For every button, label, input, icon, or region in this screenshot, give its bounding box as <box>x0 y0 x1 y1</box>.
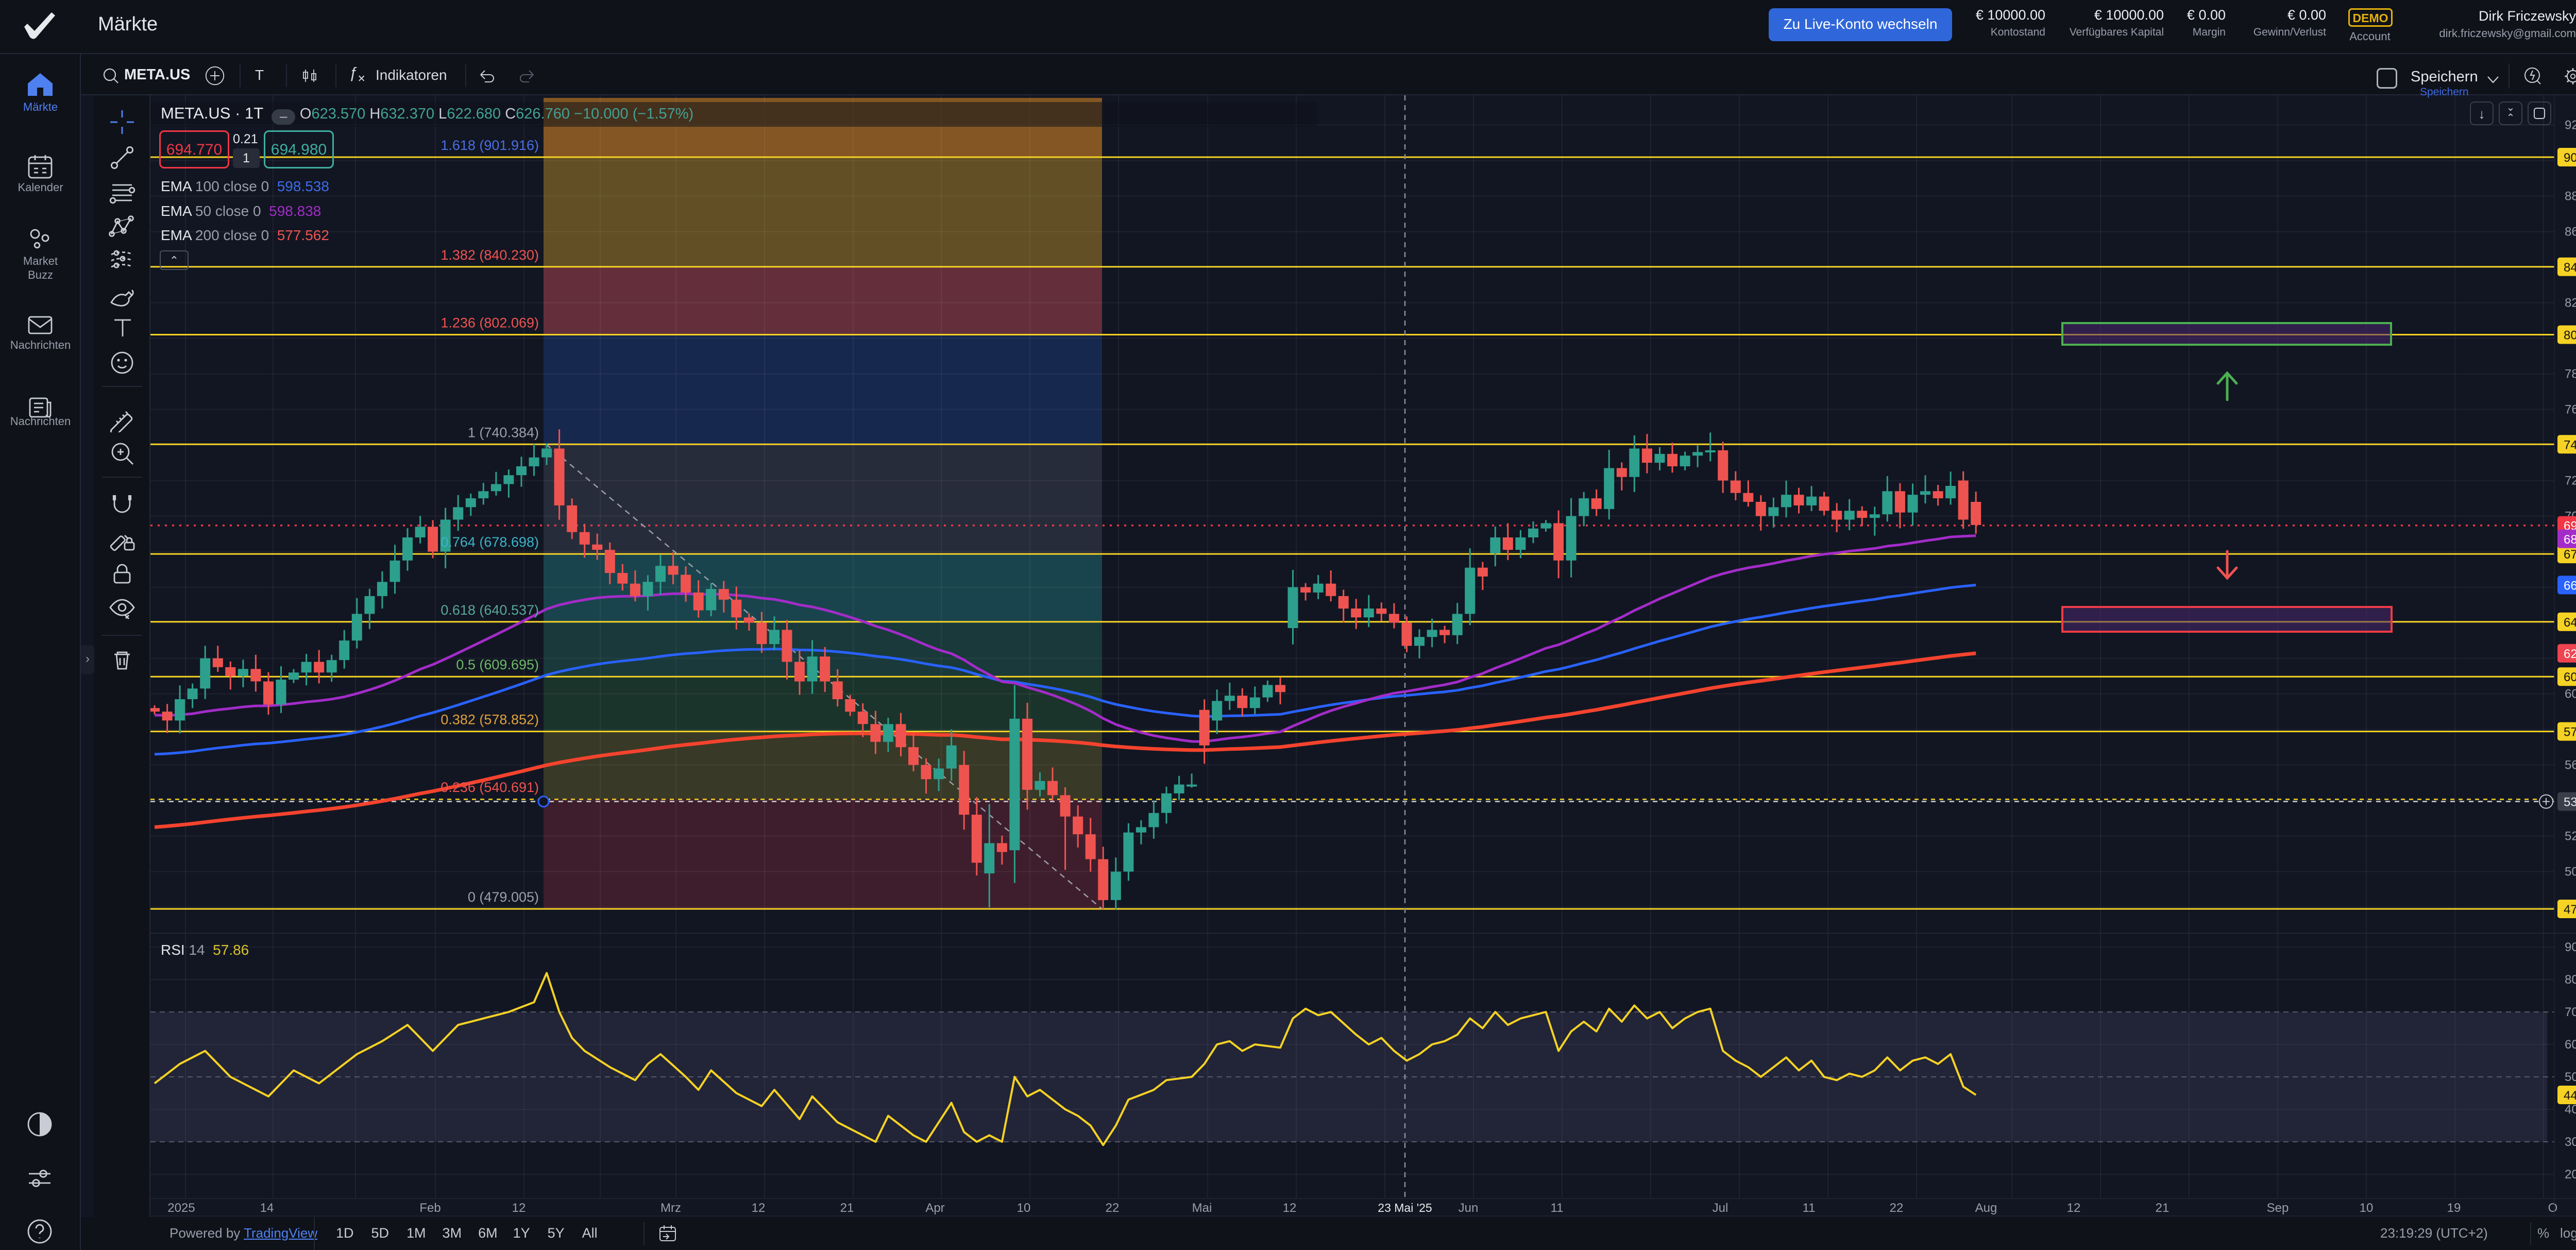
svg-text:2025: 2025 <box>167 1201 195 1215</box>
svg-text:10: 10 <box>1017 1201 1031 1215</box>
svg-text:920.000: 920.000 <box>2565 119 2576 132</box>
svg-text:678.698: 678.698 <box>2564 548 2576 562</box>
svg-text:1.382 (840.230): 1.382 (840.230) <box>440 247 539 263</box>
svg-text:Mai: Mai <box>1192 1201 1212 1215</box>
svg-text:10: 10 <box>2360 1201 2374 1215</box>
svg-text:479.005: 479.005 <box>2564 903 2576 917</box>
svg-text:22: 22 <box>1106 1201 1120 1215</box>
svg-text:901.916: 901.916 <box>2564 151 2576 165</box>
svg-text:O: O <box>2548 1201 2558 1215</box>
svg-text:20.00: 20.00 <box>2565 1168 2576 1181</box>
svg-text:22: 22 <box>1890 1201 1904 1215</box>
svg-text:600.000: 600.000 <box>2565 687 2576 701</box>
svg-text:880.000: 880.000 <box>2565 190 2576 204</box>
svg-text:Jun: Jun <box>1459 1201 1479 1215</box>
svg-text:11: 11 <box>1551 1201 1564 1215</box>
svg-text:0.618 (640.537): 0.618 (640.537) <box>440 602 539 618</box>
svg-text:500.000: 500.000 <box>2565 865 2576 879</box>
svg-text:1.618 (901.916): 1.618 (901.916) <box>440 138 539 153</box>
svg-text:44.45: 44.45 <box>2564 1089 2576 1103</box>
svg-text:0.764 (678.698): 0.764 (678.698) <box>440 534 539 550</box>
svg-text:21: 21 <box>840 1201 854 1215</box>
svg-text:11: 11 <box>1803 1201 1816 1215</box>
svg-text:50.00: 50.00 <box>2565 1070 2576 1084</box>
svg-text:80.00: 80.00 <box>2565 973 2576 987</box>
svg-text:1 (740.384): 1 (740.384) <box>468 425 539 440</box>
svg-text:640.537: 640.537 <box>2564 616 2576 630</box>
svg-text:0.5 (609.695): 0.5 (609.695) <box>456 657 539 672</box>
svg-text:Feb: Feb <box>419 1201 440 1215</box>
svg-text:560.000: 560.000 <box>2565 758 2576 772</box>
svg-text:622.822: 622.822 <box>2564 647 2576 661</box>
svg-text:0.236 (540.691): 0.236 (540.691) <box>440 780 539 795</box>
svg-text:820.000: 820.000 <box>2565 296 2576 310</box>
svg-text:539.427: 539.427 <box>2564 796 2576 809</box>
svg-text:760.000: 760.000 <box>2565 403 2576 417</box>
svg-text:30.00: 30.00 <box>2565 1135 2576 1149</box>
svg-text:21: 21 <box>2156 1201 2170 1215</box>
svg-text:12: 12 <box>1283 1201 1297 1215</box>
svg-text:0 (479.005): 0 (479.005) <box>468 889 539 905</box>
svg-text:14: 14 <box>260 1201 274 1215</box>
svg-text:12: 12 <box>2067 1201 2081 1215</box>
svg-text:60.00: 60.00 <box>2565 1038 2576 1052</box>
svg-text:Mrz: Mrz <box>660 1201 681 1215</box>
svg-text:40.00: 40.00 <box>2565 1103 2576 1117</box>
svg-text:802.069: 802.069 <box>2564 329 2576 343</box>
svg-text:Sep: Sep <box>2267 1201 2289 1215</box>
svg-text:0.382 (578.852): 0.382 (578.852) <box>440 712 539 728</box>
svg-text:70.00: 70.00 <box>2565 1005 2576 1019</box>
svg-text:90.00: 90.00 <box>2565 940 2576 954</box>
svg-text:578.852: 578.852 <box>2564 725 2576 739</box>
svg-text:12: 12 <box>752 1201 766 1215</box>
svg-text:Jul: Jul <box>1713 1201 1728 1215</box>
svg-text:720.000: 720.000 <box>2565 474 2576 488</box>
svg-text:860.000: 860.000 <box>2565 225 2576 239</box>
svg-text:840.230: 840.230 <box>2564 261 2576 275</box>
svg-text:740.384: 740.384 <box>2564 438 2576 452</box>
svg-text:12: 12 <box>512 1201 526 1215</box>
svg-text:23 Mai '25: 23 Mai '25 <box>1378 1201 1432 1214</box>
svg-text:Apr: Apr <box>925 1201 944 1215</box>
svg-text:661.215: 661.215 <box>2564 579 2576 593</box>
svg-text:780.000: 780.000 <box>2565 367 2576 381</box>
svg-text:19: 19 <box>2447 1201 2461 1215</box>
svg-text:1.236 (802.069): 1.236 (802.069) <box>440 315 539 331</box>
svg-text:609.695: 609.695 <box>2564 670 2576 684</box>
svg-text:520.000: 520.000 <box>2565 830 2576 843</box>
svg-text:Aug: Aug <box>1975 1201 1997 1215</box>
svg-text:688.928: 688.928 <box>2564 533 2576 547</box>
